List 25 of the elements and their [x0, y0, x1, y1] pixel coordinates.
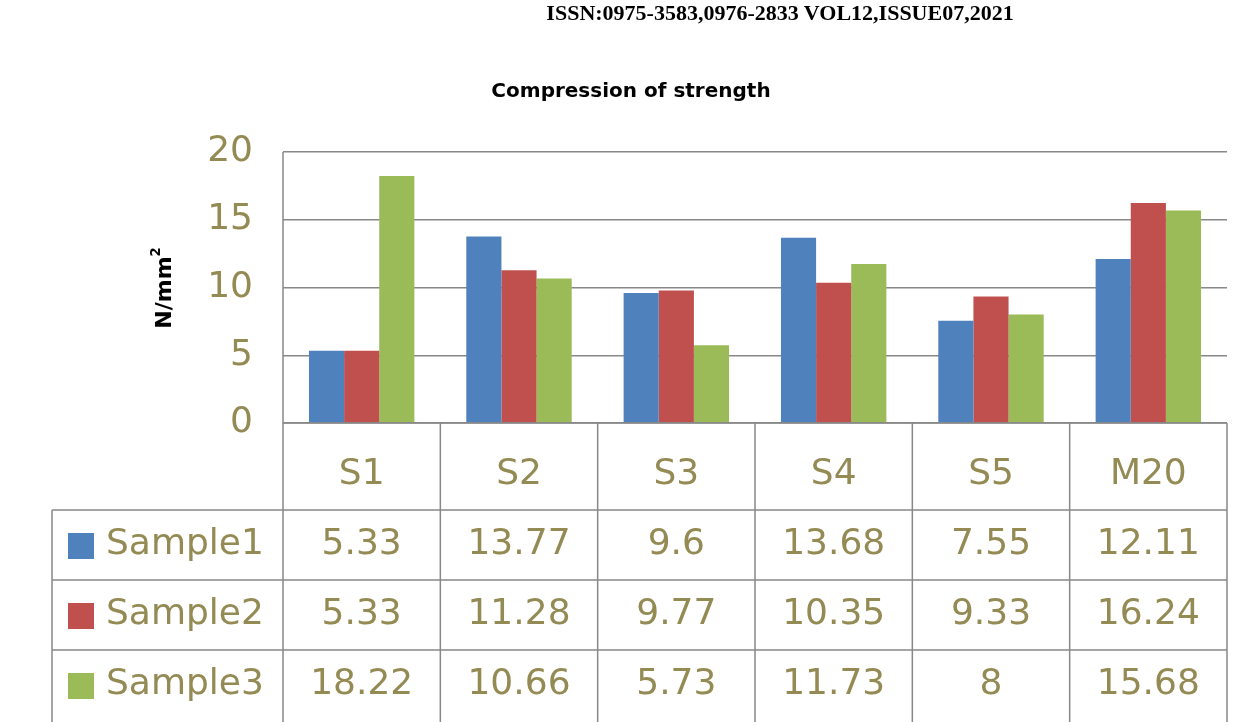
bar [816, 282, 852, 423]
bar [1095, 258, 1131, 423]
bar [501, 270, 537, 423]
y-tick-label: 10 [207, 263, 253, 305]
bar [851, 264, 887, 423]
bar [466, 236, 502, 423]
bar [1165, 210, 1202, 423]
bar [536, 278, 572, 423]
bar [1008, 314, 1044, 423]
y-tick-label: 20 [207, 128, 253, 170]
bar [308, 350, 345, 423]
text: ISSN:0975-3583,0976-2833 VOL12,ISSUE07,2021 [546, 0, 1014, 25]
bar [1130, 202, 1166, 423]
y-axis-title: N/mm2 [147, 247, 176, 329]
bar [973, 296, 1009, 423]
y-tick-label: 5 [230, 331, 253, 373]
bar [658, 290, 694, 423]
bar [623, 292, 659, 423]
bar [693, 345, 730, 423]
bar [780, 237, 817, 423]
y-tick-label: 15 [207, 196, 253, 238]
chart-title: Compression of strength [491, 78, 771, 103]
bar [344, 350, 380, 423]
bar [379, 176, 415, 423]
bar [938, 320, 974, 423]
